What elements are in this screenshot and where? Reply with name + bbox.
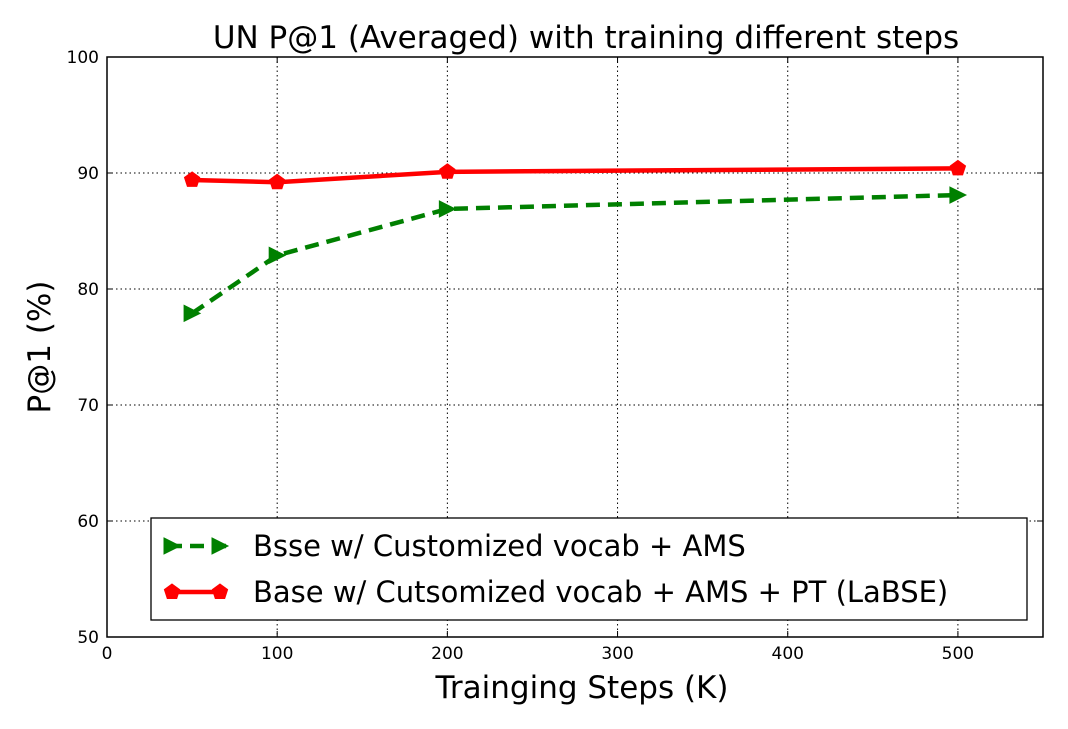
data-point-1-2 — [439, 163, 456, 179]
data-point-0-2 — [438, 200, 457, 218]
ticks: 0 100 200 300 400 500 50 60 70 80 90 100 — [67, 48, 1043, 664]
y-tick-label-1: 60 — [77, 512, 99, 532]
series-line-0 — [190, 192, 958, 316]
legend: Bsse w/ Customized vocab + AMS Base w/ Cu… — [150, 517, 1028, 621]
legend-marker-0-a — [163, 537, 182, 555]
data-point-1-0 — [183, 171, 201, 187]
y-tick-label-3: 80 — [77, 280, 99, 300]
series-group — [183, 159, 968, 323]
data-point-0-0 — [183, 304, 202, 323]
x-tick-label-4: 400 — [772, 644, 804, 664]
x-axis-label: Trainging Steps (K) — [435, 670, 729, 706]
x-tick-label-1: 100 — [261, 644, 293, 664]
series-0 — [183, 186, 968, 323]
legend-marker-0-b — [211, 537, 230, 555]
x-tick-label-0: 0 — [102, 644, 113, 664]
data-point-0-1 — [268, 246, 287, 265]
data-point-0-3 — [949, 186, 968, 204]
y-tick-label-0: 50 — [77, 628, 99, 648]
x-tick-label-5: 500 — [942, 644, 974, 664]
legend-label-1: Base w/ Cutsomized vocab + AMS + PT (LaB… — [253, 575, 948, 609]
legend-label-0: Bsse w/ Customized vocab + AMS — [253, 529, 746, 563]
legend-marker-1-b — [211, 583, 229, 599]
y-tick-label-5: 100 — [67, 48, 99, 68]
y-tick-label-2: 70 — [77, 396, 99, 416]
plot-area-frame — [106, 56, 1044, 638]
legend-marker-1-a — [163, 583, 181, 599]
x-tick-label-2: 200 — [431, 644, 463, 664]
data-point-1-3 — [949, 159, 967, 176]
chart-title: UN P@1 (Averaged) with training differen… — [213, 20, 959, 56]
y-axis-label: P@1 (%) — [22, 281, 58, 414]
y-tick-label-4: 90 — [77, 164, 99, 184]
data-point-1-1 — [268, 173, 286, 190]
series-1 — [183, 159, 967, 190]
series-line-1 — [192, 166, 958, 185]
x-tick-label-3: 300 — [601, 644, 633, 664]
legend-box — [150, 517, 1028, 621]
